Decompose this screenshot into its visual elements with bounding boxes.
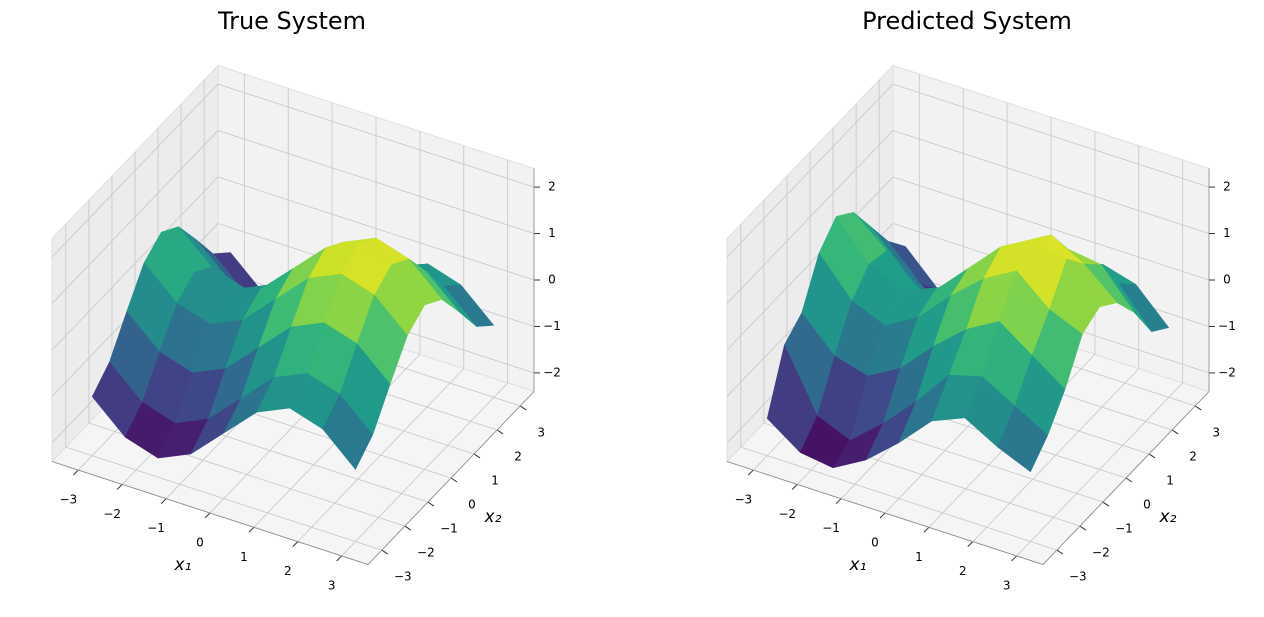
x-tick-label: −1 [147,521,165,535]
x-axis-label: x₁ [849,555,867,575]
z-tick-label: 2 [1223,180,1231,194]
y-tick-label: −1 [1115,522,1133,536]
z-tick-label: 0 [548,273,556,287]
x-tick [923,526,930,533]
grid-line [217,130,535,234]
y-tick-label: −3 [394,570,412,584]
y-tick-label: 1 [1166,473,1174,487]
y-axis-label: x₂ [484,507,502,527]
x-tick [292,541,299,547]
y-tick [473,453,481,459]
y-tick [1148,453,1156,459]
z-tick-label: −1 [1218,319,1236,333]
x-axis-label: x₁ [174,555,192,575]
grid-line [726,176,894,351]
axis-line [726,391,1210,565]
z-tick-label: 2 [548,180,556,194]
grid-line [740,446,1057,551]
y-tick-label: −2 [417,546,435,560]
panel-title: True System [217,7,366,35]
surface-patch [322,394,374,470]
z-tick-label: −2 [1218,365,1236,379]
z-tick-label: 0 [1223,273,1231,287]
z-tick-label: −2 [543,365,561,379]
y-tick [1056,549,1064,555]
x-tick [747,469,754,476]
x-tick-label: 2 [959,564,967,578]
y-tick-label: 2 [514,449,522,463]
y-tick [1102,501,1110,507]
y-tick [450,477,458,483]
grid-line [726,83,894,258]
grid-line [217,176,535,281]
y-tick-label: 0 [1143,498,1151,512]
x-tick [248,526,255,533]
x-tick-label: 3 [328,578,336,592]
y-tick [1194,405,1202,411]
z-tick-label: 1 [1223,226,1231,240]
x-tick-label: −2 [103,507,121,521]
y-axis-label: x₂ [1159,507,1177,527]
x-tick [791,484,798,490]
y-tick [496,429,504,435]
z-tick-label: −1 [543,319,561,333]
x-tick [336,555,343,562]
y-tick-label: −3 [1069,570,1087,584]
y-tick [1125,477,1133,483]
y-tick-label: 1 [491,473,499,487]
x-tick-label: −2 [778,507,796,521]
y-tick [427,501,435,507]
x-tick [879,512,886,519]
x-tick [72,469,79,476]
x-tick [204,512,211,519]
grid-line [51,176,219,351]
y-tick-label: 3 [1212,425,1220,439]
x-tick-label: 1 [240,550,248,564]
grid-line [892,130,1210,234]
y-tick-label: 2 [1189,449,1197,463]
y-tick-label: 0 [468,498,476,512]
grid-line [726,130,894,304]
grid-line [892,176,1210,281]
grid-line [217,83,535,188]
grid-line [51,130,219,304]
y-tick-label: 3 [537,425,545,439]
x-tick-label: 0 [871,536,879,550]
x-tick-label: 2 [284,564,292,578]
grid-line [51,83,219,258]
x-tick-label: 3 [1003,578,1011,592]
x-tick [967,541,974,547]
y-tick-label: −1 [440,522,458,536]
y-tick [381,549,389,555]
y-tick-label: −2 [1092,546,1110,560]
x-tick [1011,555,1018,562]
x-tick [116,484,123,490]
y-tick [404,525,412,531]
x-tick [835,498,842,505]
grid-line [65,446,382,551]
x-tick-label: −3 [734,493,752,507]
surface-patch [997,405,1049,473]
x-tick-label: −3 [59,493,77,507]
x-tick-label: 1 [915,550,923,564]
y-tick [1079,525,1087,531]
axis-line [51,391,535,565]
x-tick [160,498,167,505]
x-tick-label: −1 [822,521,840,535]
y-tick [519,405,527,411]
x-tick-label: 0 [196,536,204,550]
panel-title: Predicted System [862,7,1072,35]
grid-line [892,83,1210,188]
z-tick-label: 1 [548,226,556,240]
y-tick [1171,429,1179,435]
